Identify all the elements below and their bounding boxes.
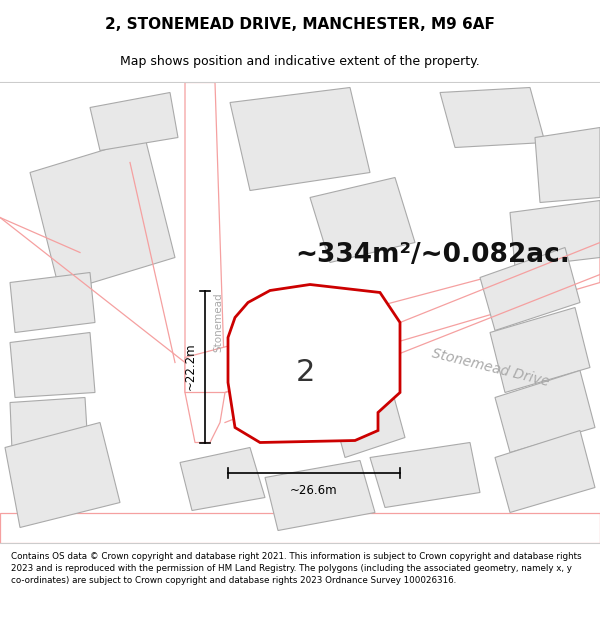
Polygon shape [30,138,175,292]
Polygon shape [370,442,480,508]
Polygon shape [10,272,95,332]
Polygon shape [90,92,178,151]
Polygon shape [440,88,545,148]
Polygon shape [310,177,415,262]
Polygon shape [510,201,600,268]
Polygon shape [495,371,595,452]
Text: 2: 2 [295,358,314,387]
Polygon shape [230,88,370,191]
Polygon shape [240,352,330,432]
Text: ~22.2m: ~22.2m [184,342,197,390]
Text: Stonemead Drive: Stonemead Drive [430,346,550,389]
Polygon shape [535,127,600,202]
Text: ~334m²/~0.082ac.: ~334m²/~0.082ac. [295,241,570,268]
Polygon shape [0,512,600,542]
Polygon shape [228,284,400,442]
Polygon shape [10,332,95,398]
Text: Map shows position and indicative extent of the property.: Map shows position and indicative extent… [120,56,480,68]
Polygon shape [185,82,225,442]
Polygon shape [495,431,595,512]
Polygon shape [330,382,405,458]
Polygon shape [10,398,88,451]
Polygon shape [185,248,600,392]
Text: ~26.6m: ~26.6m [290,484,338,498]
Text: 2, STONEMEAD DRIVE, MANCHESTER, M9 6AF: 2, STONEMEAD DRIVE, MANCHESTER, M9 6AF [105,18,495,32]
Polygon shape [265,461,375,531]
Text: Contains OS data © Crown copyright and database right 2021. This information is : Contains OS data © Crown copyright and d… [11,552,581,585]
Polygon shape [480,248,580,331]
Polygon shape [180,448,265,511]
Polygon shape [5,422,120,528]
Text: Stonemead: Stonemead [213,292,223,352]
Polygon shape [490,308,590,392]
